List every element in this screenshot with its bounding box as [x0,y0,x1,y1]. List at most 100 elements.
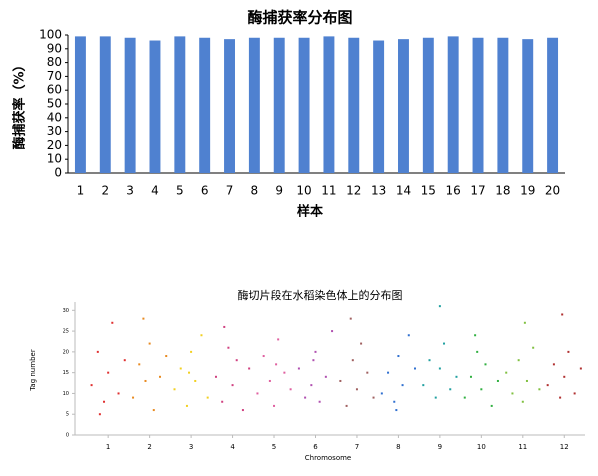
y-tick-label: 90 [47,41,62,55]
bar [398,39,409,173]
point [521,400,524,403]
point [221,400,224,403]
x-axis-label: 样本 [297,204,323,220]
point [98,413,101,416]
point [366,371,369,374]
point [438,367,441,370]
x-tick-label: 5 [176,184,184,198]
y-tick-label: 50 [47,97,62,111]
x-tick-label: 16 [446,184,461,198]
point [546,384,549,387]
y-tick-label: 70 [47,69,62,83]
point [312,359,315,362]
point [372,396,375,399]
bar [522,39,534,173]
point [474,334,477,337]
point [469,375,472,378]
point [559,396,562,399]
point [349,317,352,320]
point [231,384,234,387]
point [304,396,307,399]
x-tick-label: 4 [151,184,159,198]
point [324,375,327,378]
point [523,321,526,324]
point [552,363,555,366]
point [561,313,564,316]
point [132,396,135,399]
bar [422,37,434,174]
point [463,396,466,399]
point [490,404,493,407]
point [331,330,334,333]
x-tick-label: 17 [470,184,485,198]
point [360,342,363,345]
x-tick-label: 1 [77,184,85,198]
point [573,392,576,395]
bar [547,37,559,174]
point [484,363,487,366]
point [159,375,161,378]
x-tick-label: 5 [272,443,276,451]
point [355,388,358,391]
point [165,355,168,358]
point [387,371,390,374]
bar [248,37,260,174]
point [103,400,106,403]
bar [373,40,385,173]
bar [74,36,86,173]
point [273,404,276,407]
y-tick-label: 15 [63,370,69,376]
y-tick-label: 25 [63,329,69,335]
point [96,350,99,353]
x-tick-label: 8 [251,184,259,198]
x-tick-label: 2 [147,443,151,451]
y-tick-label: 60 [47,83,62,97]
bar [199,37,211,174]
point [505,371,508,374]
point [179,367,182,370]
x-tick-label: 1 [106,443,110,451]
point [401,384,404,387]
x-tick-label: 3 [126,184,134,198]
point [148,342,151,345]
point [173,388,176,391]
point [194,379,197,382]
bar [273,37,285,174]
point [480,388,483,391]
point [517,359,520,362]
x-tick-label: 2 [101,184,109,198]
point [318,400,321,403]
y-tick-label: 100 [39,28,62,42]
point [256,392,259,395]
point [142,317,145,320]
point [227,346,230,349]
y-tick-label: 0 [66,433,69,439]
x-tick-label: 4 [230,443,235,451]
point [111,321,114,324]
x-tick-label: 10 [477,443,486,451]
point [223,325,226,328]
point [107,371,110,374]
point [275,363,278,366]
point [152,409,155,412]
point [563,375,566,378]
x-tick-label: 14 [396,184,411,198]
y-tick-label: 20 [63,349,69,355]
point [345,404,348,407]
point [438,305,441,308]
point [567,350,570,353]
point [90,384,93,387]
bar [348,37,360,174]
x-tick-label: 15 [421,184,436,198]
point [117,392,120,395]
x-tick-label: 11 [321,184,336,198]
x-tick-label: 6 [313,443,318,451]
point [248,367,251,370]
point [188,371,191,374]
x-tick-label: 10 [296,184,311,198]
point [289,388,292,391]
x-tick-label: 3 [189,443,193,451]
y-tick-label: 10 [63,391,69,397]
point [395,409,398,412]
